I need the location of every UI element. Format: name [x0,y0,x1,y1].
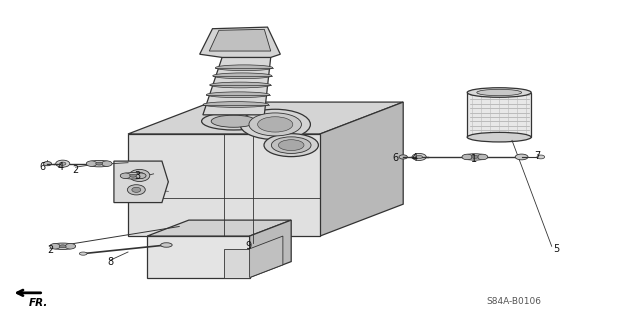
Text: S84A-B0106: S84A-B0106 [486,297,541,306]
Text: 6: 6 [392,153,399,163]
Polygon shape [147,236,250,278]
Text: 4: 4 [412,153,418,163]
Ellipse shape [477,89,522,96]
Bar [467,93,531,137]
Ellipse shape [211,115,256,127]
Ellipse shape [412,153,426,160]
Ellipse shape [477,154,488,160]
Ellipse shape [416,155,422,159]
Ellipse shape [60,162,66,165]
Ellipse shape [216,65,273,70]
Ellipse shape [462,154,472,160]
Ellipse shape [537,155,545,159]
Polygon shape [128,134,320,236]
Ellipse shape [132,187,141,192]
Polygon shape [224,249,250,278]
Ellipse shape [203,102,269,108]
Ellipse shape [462,154,488,160]
Text: 3: 3 [134,171,141,181]
Ellipse shape [278,140,304,151]
Ellipse shape [206,92,270,98]
Ellipse shape [50,243,76,249]
Polygon shape [147,220,291,236]
Ellipse shape [86,161,97,167]
Ellipse shape [210,82,271,88]
Ellipse shape [65,243,76,249]
Ellipse shape [44,161,51,166]
Text: 2: 2 [47,245,53,256]
Ellipse shape [56,160,70,167]
Polygon shape [114,161,168,203]
Text: 8: 8 [108,257,114,267]
Ellipse shape [472,156,478,159]
Polygon shape [250,236,283,278]
Ellipse shape [467,132,531,142]
Ellipse shape [50,243,60,249]
Text: 6: 6 [39,162,45,172]
Polygon shape [203,57,271,115]
Text: 1: 1 [470,154,477,165]
Polygon shape [200,27,280,57]
Ellipse shape [467,88,531,97]
Text: 5: 5 [554,244,560,254]
Ellipse shape [257,117,293,132]
Ellipse shape [249,113,301,136]
Text: 2: 2 [72,165,79,175]
Polygon shape [250,220,291,278]
Polygon shape [209,29,271,51]
Ellipse shape [271,137,311,153]
Polygon shape [320,102,403,236]
Ellipse shape [129,169,150,182]
Ellipse shape [79,252,87,255]
Ellipse shape [102,161,112,167]
Ellipse shape [240,109,310,140]
Ellipse shape [134,172,145,179]
Ellipse shape [96,162,102,165]
Ellipse shape [130,174,136,177]
Ellipse shape [60,245,66,248]
Text: 7: 7 [534,151,541,161]
Ellipse shape [161,243,172,247]
Ellipse shape [202,113,266,130]
Ellipse shape [120,173,131,179]
Ellipse shape [136,173,146,179]
Polygon shape [128,102,403,134]
Ellipse shape [120,173,146,179]
Ellipse shape [264,134,319,157]
Text: 9: 9 [245,241,252,251]
Ellipse shape [212,73,272,79]
Ellipse shape [515,154,528,160]
Ellipse shape [127,185,145,195]
Ellipse shape [399,155,408,159]
Text: FR.: FR. [29,298,48,308]
Text: 4: 4 [58,162,64,172]
Ellipse shape [86,160,112,167]
